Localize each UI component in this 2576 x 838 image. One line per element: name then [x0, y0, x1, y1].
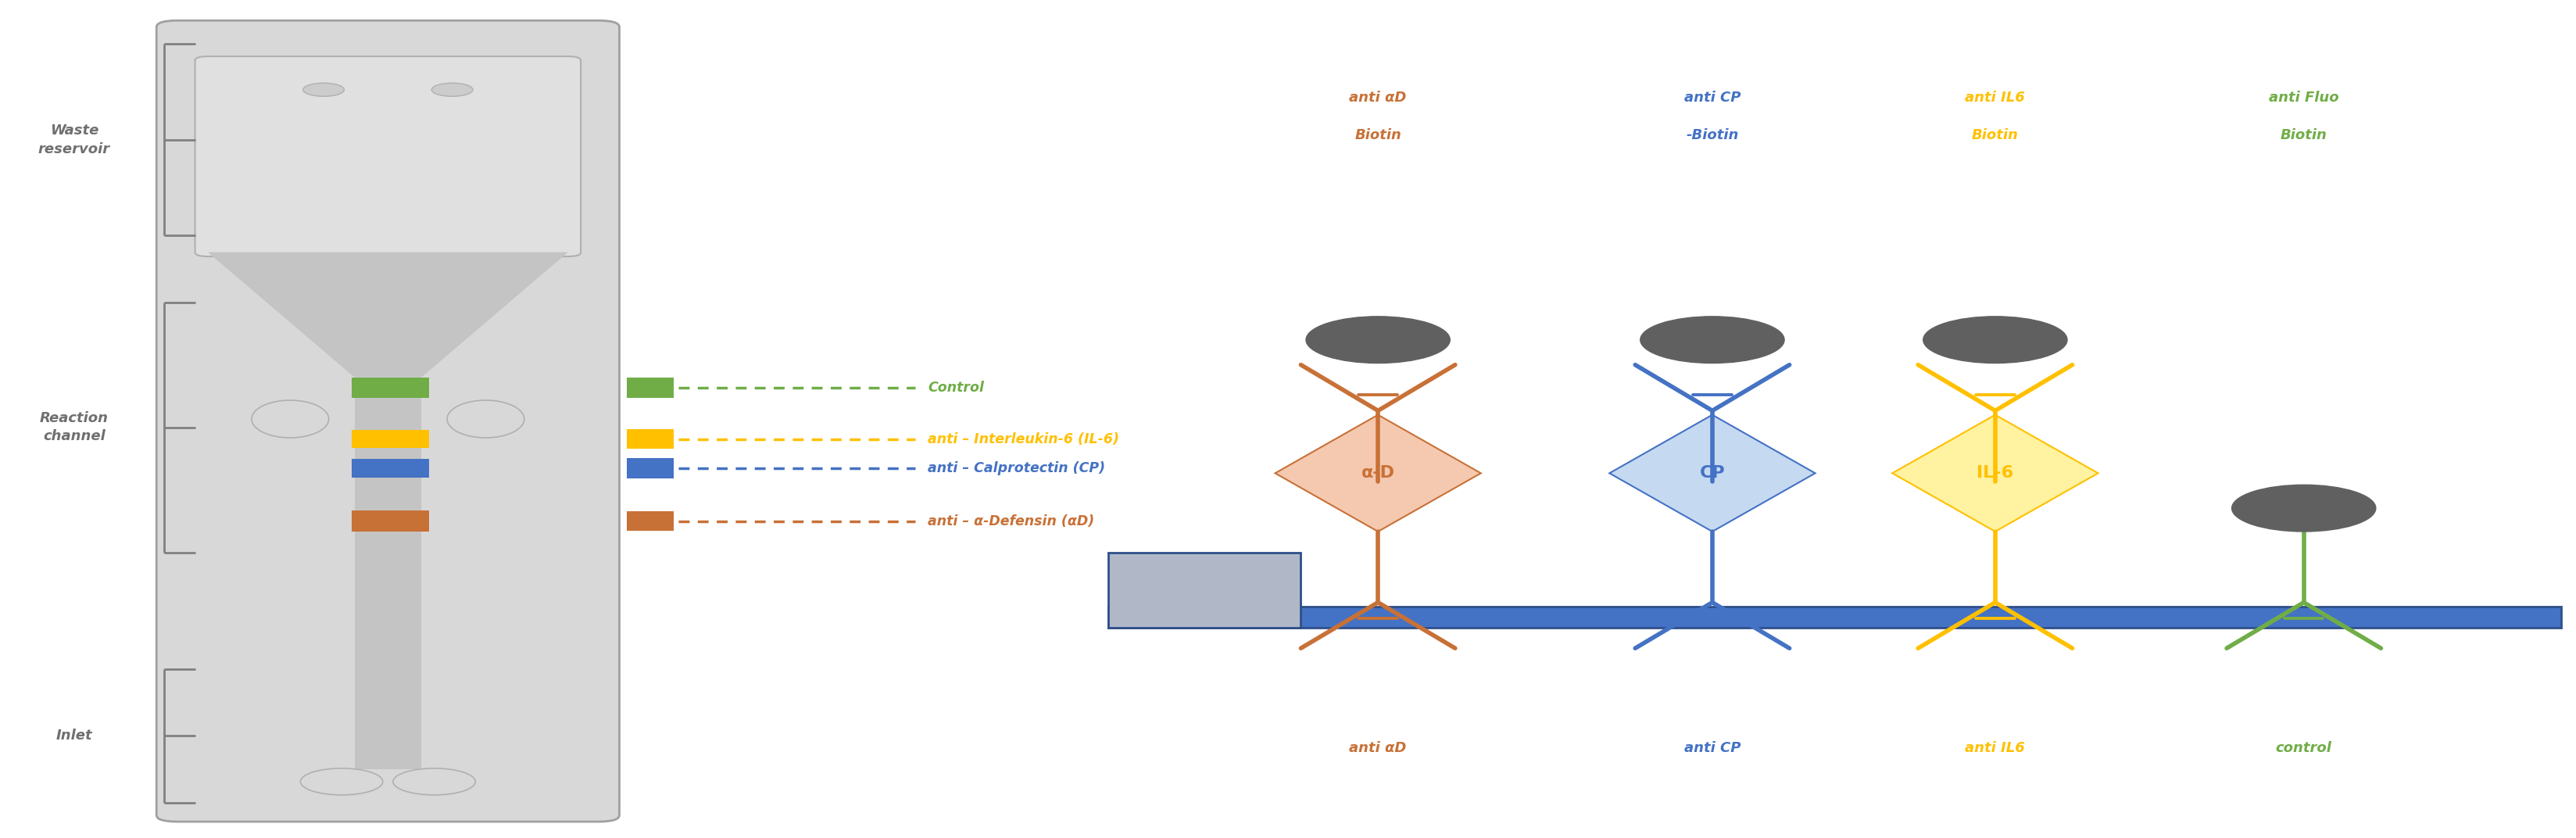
Circle shape	[1924, 317, 2066, 363]
Bar	[626, 378, 672, 398]
Ellipse shape	[252, 401, 330, 437]
Text: anti – Calprotectin (CP): anti – Calprotectin (CP)	[927, 461, 1105, 475]
Text: Reaction
channel: Reaction channel	[39, 411, 108, 443]
Text: α-D: α-D	[1360, 465, 1394, 481]
Bar	[626, 511, 672, 531]
Text: IL-6: IL-6	[1976, 465, 2014, 481]
Bar	[626, 458, 672, 478]
Circle shape	[394, 768, 477, 795]
Circle shape	[1306, 317, 1450, 363]
Bar	[353, 459, 430, 478]
Circle shape	[1641, 317, 1785, 363]
Polygon shape	[1275, 415, 1481, 531]
Text: anti – Interleukin-6 (IL-6): anti – Interleukin-6 (IL-6)	[927, 432, 1121, 446]
Bar	[1108, 607, 2561, 628]
Text: anti – α-Defensin (αD): anti – α-Defensin (αD)	[927, 514, 1095, 528]
Text: anti αD: anti αD	[1350, 91, 1406, 105]
Circle shape	[2231, 485, 2375, 531]
Circle shape	[304, 83, 345, 96]
Bar	[353, 377, 430, 398]
Bar	[355, 377, 422, 769]
Text: anti Fluo: anti Fluo	[2269, 91, 2339, 105]
Text: anti CP: anti CP	[1685, 91, 1741, 105]
Text: Biotin: Biotin	[2280, 128, 2326, 142]
Text: anti IL6: anti IL6	[1965, 91, 2025, 105]
Text: Control: Control	[927, 380, 984, 395]
Text: Inlet: Inlet	[57, 729, 93, 742]
Bar	[1108, 552, 1301, 628]
Polygon shape	[209, 252, 567, 377]
Text: anti IL6: anti IL6	[1965, 742, 2025, 755]
Bar	[626, 429, 672, 449]
Text: control: control	[2275, 742, 2331, 755]
FancyBboxPatch shape	[157, 20, 618, 821]
Bar	[353, 510, 430, 531]
Polygon shape	[1893, 415, 2097, 531]
Text: Waste
reservoir: Waste reservoir	[39, 123, 111, 156]
Bar	[353, 430, 430, 448]
Text: anti αD: anti αD	[1350, 742, 1406, 755]
Text: Biotin: Biotin	[1355, 128, 1401, 142]
FancyBboxPatch shape	[196, 56, 580, 256]
Polygon shape	[1610, 415, 1816, 531]
Circle shape	[301, 768, 384, 795]
Text: -Biotin: -Biotin	[1687, 128, 1739, 142]
Ellipse shape	[448, 401, 526, 437]
Text: Biotin: Biotin	[1971, 128, 2020, 142]
Circle shape	[433, 83, 474, 96]
Text: CP: CP	[1700, 465, 1726, 481]
Text: anti CP: anti CP	[1685, 742, 1741, 755]
